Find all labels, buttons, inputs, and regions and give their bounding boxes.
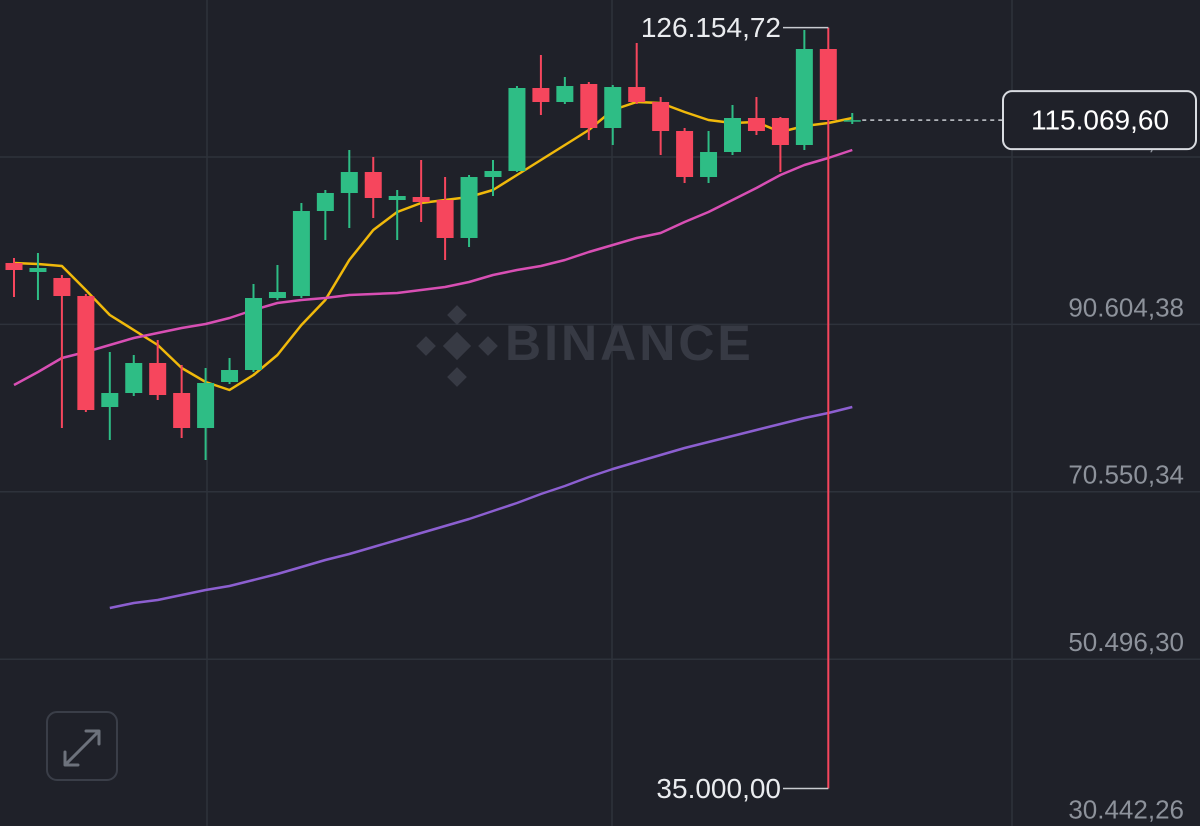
candle-body bbox=[101, 393, 119, 408]
candle-body bbox=[676, 131, 694, 178]
moving-averages bbox=[13, 100, 853, 610]
candle-body bbox=[795, 48, 813, 146]
low-marker-label: 35.000,00 bbox=[656, 773, 781, 804]
y-tick-label: 90.604,38 bbox=[1068, 292, 1184, 322]
y-tick-label: 50.496,30 bbox=[1068, 627, 1184, 657]
ma-line bbox=[13, 148, 853, 387]
candle-body bbox=[197, 383, 215, 429]
candle-body bbox=[5, 263, 23, 271]
annotations: 126.154,72 35.000,00 115.069,60 bbox=[641, 12, 1197, 804]
candle-body bbox=[340, 172, 358, 194]
candle-body bbox=[724, 117, 741, 153]
candle-body bbox=[747, 117, 765, 132]
candle-body bbox=[388, 196, 406, 201]
price-box bbox=[1002, 90, 1197, 151]
expand-icon[interactable] bbox=[63, 729, 101, 767]
candle-body bbox=[268, 292, 286, 299]
ma-line bbox=[109, 405, 853, 610]
high-marker-label: 126.154,72 bbox=[641, 12, 781, 43]
candle-body bbox=[484, 171, 502, 178]
candle-body bbox=[412, 197, 430, 203]
candle-body bbox=[604, 87, 622, 128]
ma-line bbox=[13, 100, 853, 392]
candle-body bbox=[652, 102, 670, 132]
candle-body bbox=[580, 83, 598, 128]
candle-body bbox=[819, 48, 837, 121]
candle-body bbox=[77, 296, 95, 411]
price-label: 115.069,60 bbox=[1031, 105, 1169, 136]
candle-body bbox=[53, 278, 71, 297]
candle-body bbox=[436, 200, 454, 239]
y-tick-label: 30.442,26 bbox=[1068, 794, 1184, 824]
expand-button-frame[interactable] bbox=[46, 711, 118, 781]
candle-body bbox=[29, 268, 47, 273]
candle-body bbox=[508, 87, 526, 172]
candle-body bbox=[364, 172, 382, 199]
watermark-text: BINANCE bbox=[505, 315, 754, 371]
candle-body bbox=[149, 363, 167, 396]
y-tick-label: 70.550,34 bbox=[1068, 460, 1184, 490]
candle-body bbox=[125, 363, 143, 394]
expand-button[interactable] bbox=[46, 711, 118, 781]
candle-body bbox=[556, 86, 574, 103]
candle-body bbox=[532, 87, 550, 103]
candle-body bbox=[316, 193, 334, 212]
candle-body bbox=[292, 211, 310, 297]
candle-body bbox=[700, 152, 718, 178]
candle-body bbox=[628, 87, 646, 103]
candle-body bbox=[771, 117, 789, 146]
candle-body bbox=[173, 393, 191, 429]
candle-body bbox=[460, 177, 478, 239]
candle-body bbox=[843, 120, 861, 122]
candles bbox=[5, 27, 861, 789]
candle-body bbox=[221, 370, 239, 383]
candle-body bbox=[245, 298, 262, 371]
